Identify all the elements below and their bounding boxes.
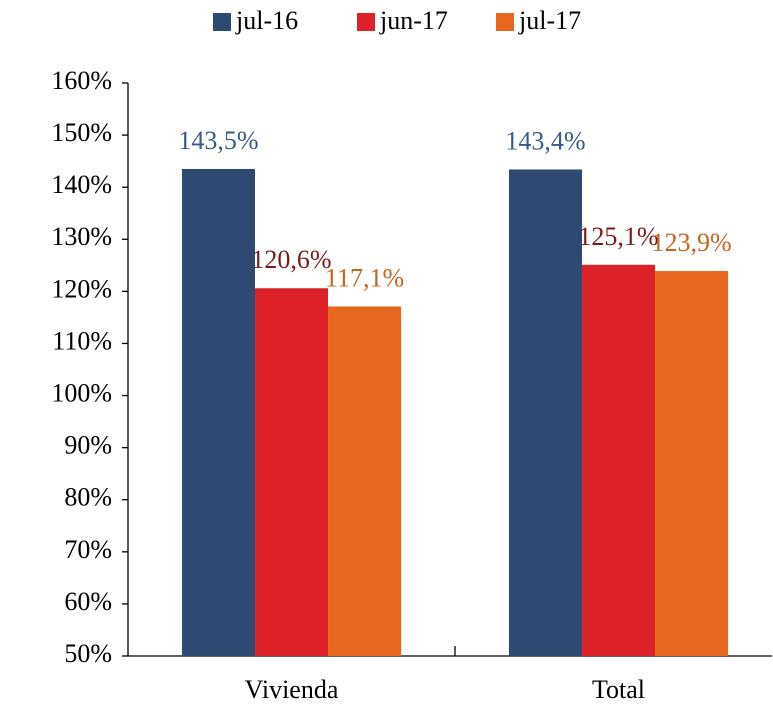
y-tick-label: 130% — [51, 222, 112, 251]
legend-label: jul-17 — [518, 6, 581, 35]
y-tick-label: 110% — [52, 326, 112, 355]
bar — [254, 288, 329, 656]
legend-label: jul-16 — [235, 6, 298, 35]
y-tick-label: 160% — [51, 66, 112, 95]
bar — [508, 169, 582, 657]
data-label: 125,1% — [578, 222, 658, 251]
y-tick-label: 100% — [51, 379, 112, 408]
data-label: 117,1% — [325, 263, 404, 292]
y-tick-label: 70% — [64, 535, 112, 564]
y-tick-label: 150% — [51, 118, 112, 147]
y-tick-label: 80% — [64, 483, 112, 512]
bar — [328, 306, 402, 656]
y-tick-label: 60% — [64, 587, 112, 616]
bar — [581, 264, 656, 656]
legend-swatch — [496, 13, 514, 31]
bar — [655, 271, 729, 656]
x-tick-label: Vivienda — [245, 675, 339, 704]
y-tick-label: 90% — [64, 431, 112, 460]
bar — [181, 168, 255, 656]
data-label: 123,9% — [651, 228, 731, 257]
legend-swatch — [213, 13, 231, 31]
data-label: 143,5% — [178, 126, 258, 155]
y-tick-label: 120% — [51, 274, 112, 303]
data-label: 143,4% — [505, 126, 585, 155]
legend-label: jun-17 — [379, 6, 448, 35]
data-label: 120,6% — [251, 245, 331, 274]
x-tick-label: Total — [592, 675, 645, 704]
y-tick-label: 50% — [64, 639, 112, 668]
legend-swatch — [357, 13, 375, 31]
y-tick-label: 140% — [51, 170, 112, 199]
